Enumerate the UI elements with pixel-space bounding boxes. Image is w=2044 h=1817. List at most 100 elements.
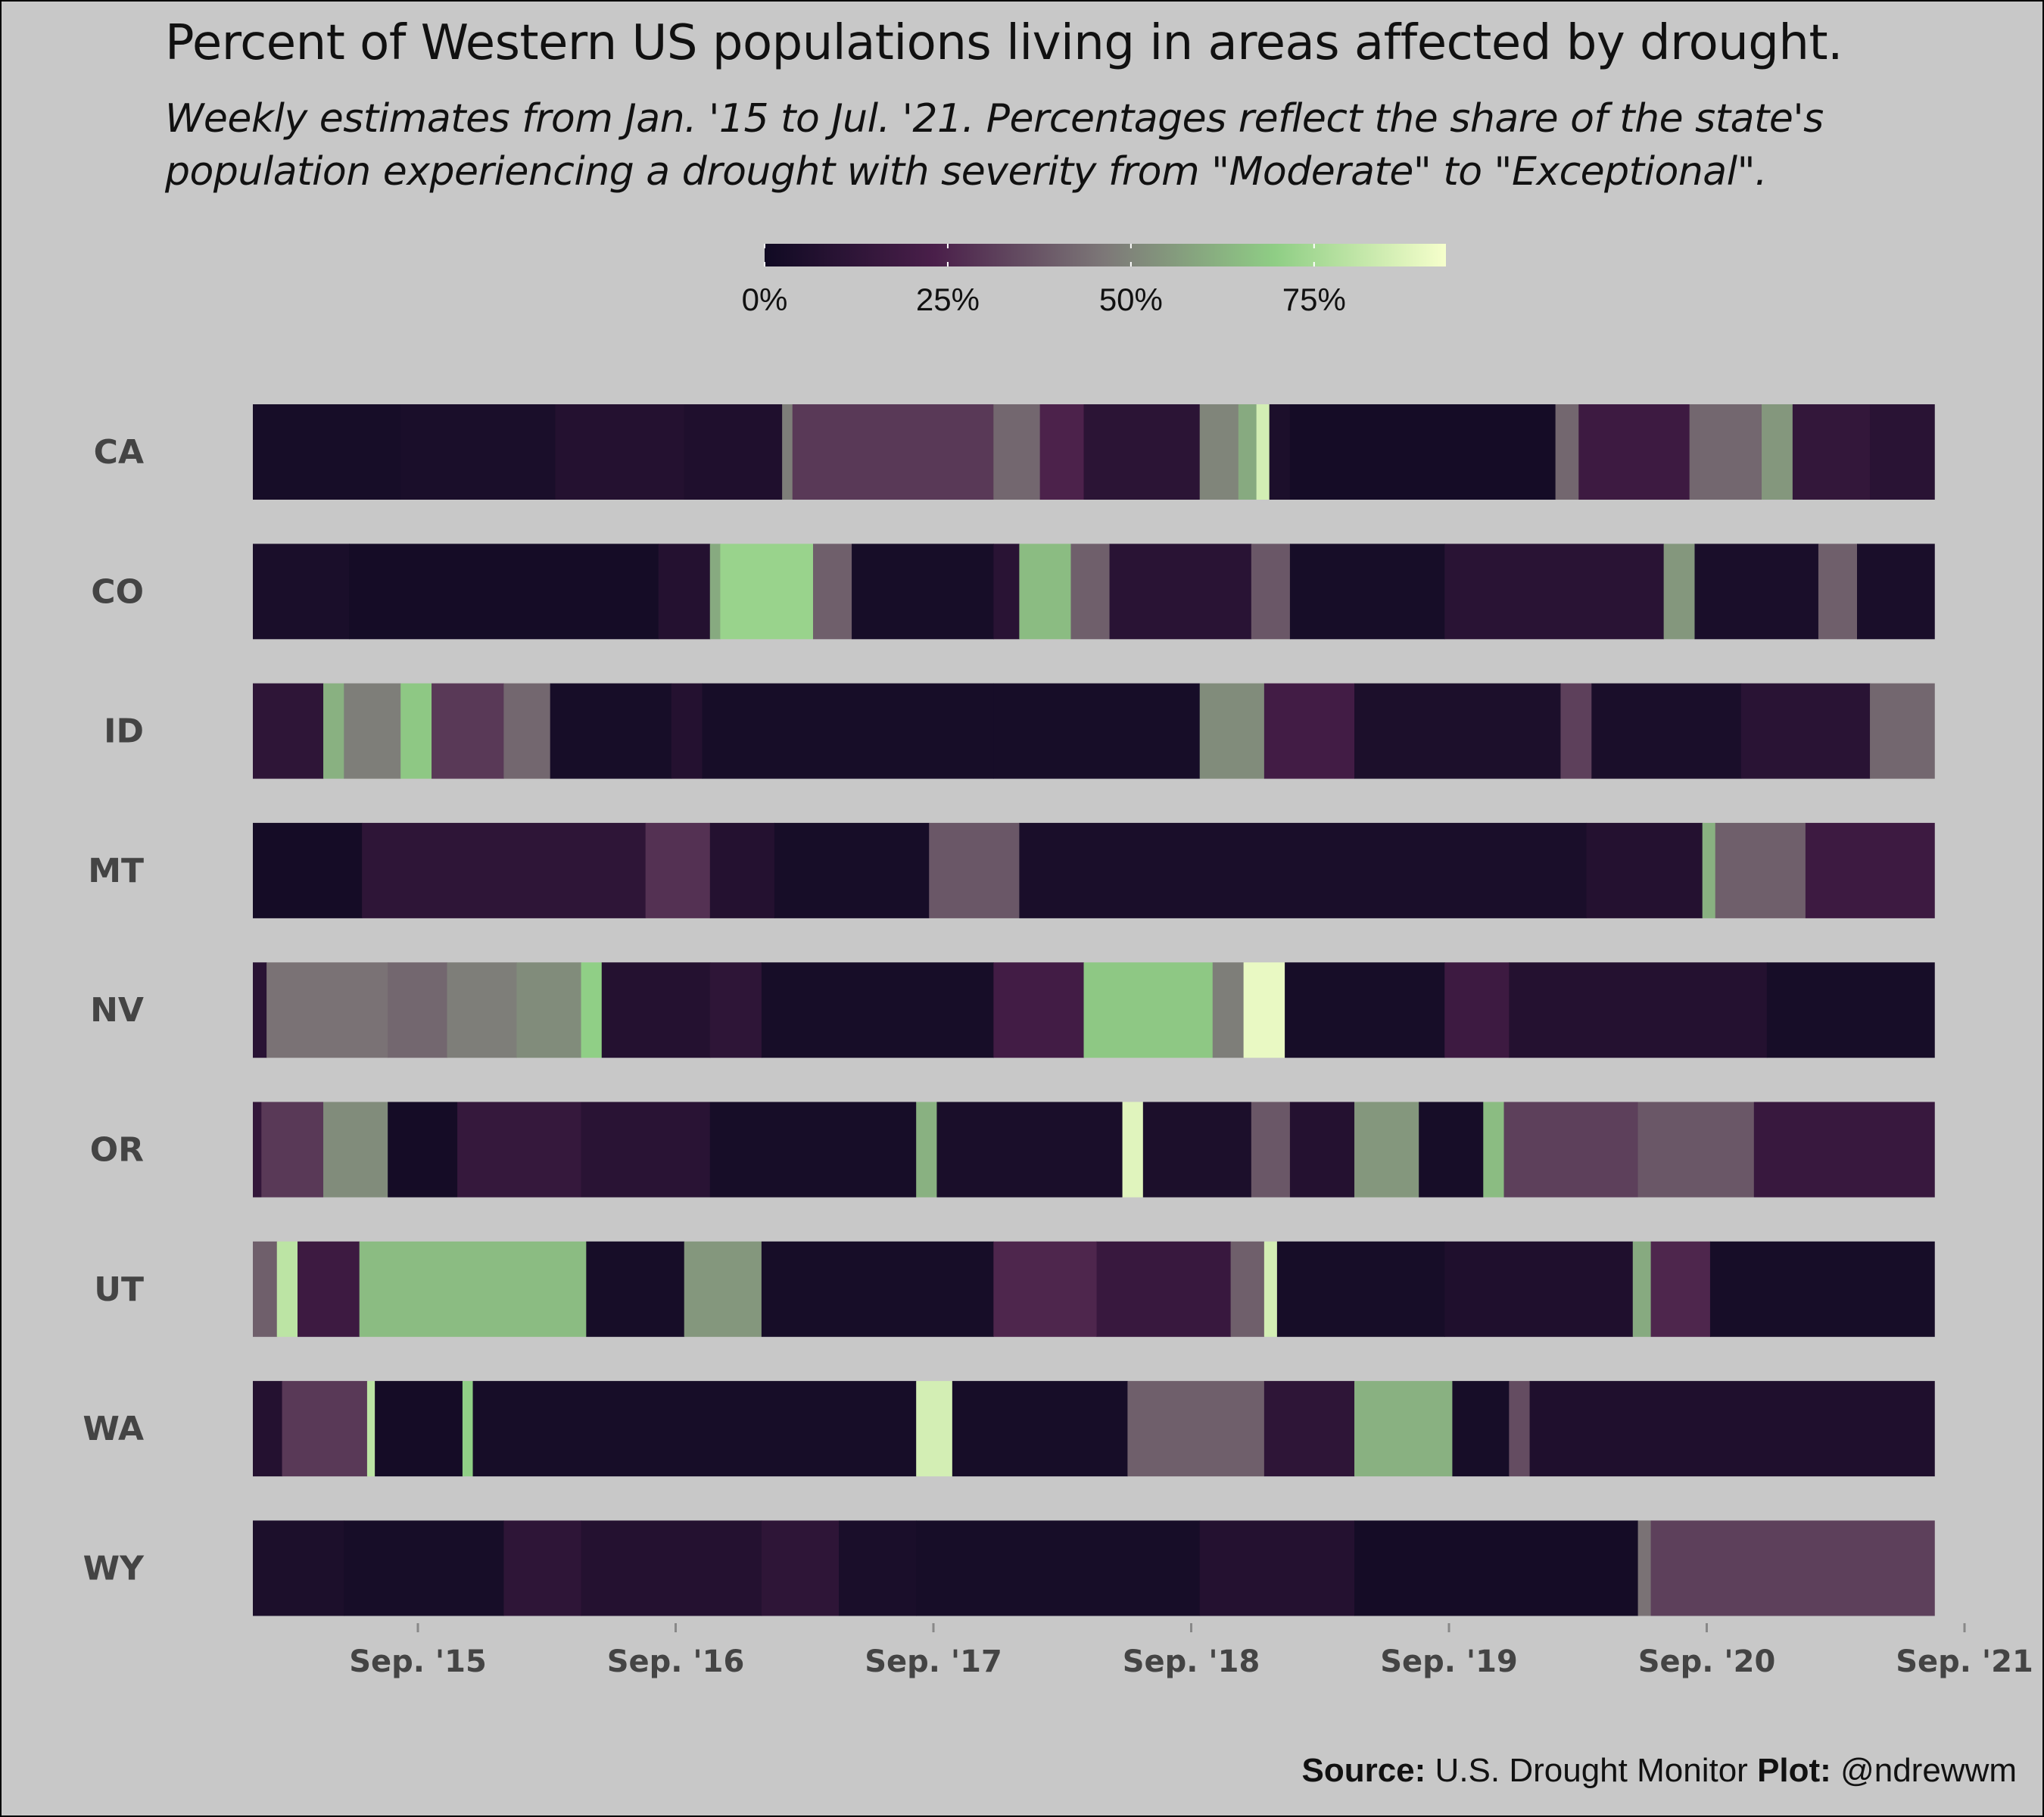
- heat-cell: [323, 683, 344, 779]
- heat-cell: [550, 683, 672, 779]
- heat-cell: [1019, 544, 1072, 640]
- heat-cell: [581, 1520, 762, 1616]
- heat-cell: [516, 962, 582, 1058]
- x-tick-label: Sep. '15: [349, 1644, 487, 1679]
- row-label: NV: [90, 991, 144, 1030]
- heat-cell: [1238, 404, 1257, 500]
- heat-cell: [1689, 404, 1762, 500]
- heat-cell: [1637, 1102, 1755, 1198]
- heat-cell: [349, 544, 659, 640]
- heat-cell: [709, 962, 762, 1058]
- row-co: CO: [91, 544, 1935, 640]
- heat-cell: [1753, 1102, 1935, 1198]
- heat-cell: [1251, 544, 1291, 640]
- heat-cell: [1127, 1381, 1265, 1477]
- heat-cell: [1650, 1520, 1935, 1616]
- heat-cell: [253, 962, 267, 1058]
- heat-cell: [1354, 1381, 1454, 1477]
- row-label: ID: [104, 712, 144, 751]
- heat-cell: [253, 1241, 278, 1337]
- heat-cell: [1199, 404, 1239, 500]
- heat-cell: [839, 1520, 917, 1616]
- heat-cell: [1083, 404, 1201, 500]
- heat-cell: [555, 404, 685, 500]
- heat-cell: [1269, 404, 1291, 500]
- heat-cell: [400, 404, 556, 500]
- heat-cell: [852, 544, 994, 640]
- heat-cell: [1444, 1241, 1634, 1337]
- heat-cell: [1142, 1102, 1252, 1198]
- heat-cell: [1109, 544, 1252, 640]
- plot-label: Plot:: [1757, 1752, 1831, 1789]
- x-tick-label: Sep. '19: [1380, 1644, 1518, 1679]
- heat-cell: [645, 822, 711, 918]
- heat-cell: [812, 544, 852, 640]
- heat-cell: [472, 1381, 917, 1477]
- heat-cell: [993, 404, 1041, 500]
- heat-cell: [462, 1381, 474, 1477]
- heat-cell: [323, 1102, 388, 1198]
- heat-cell: [366, 1381, 375, 1477]
- heat-cell: [601, 962, 711, 1058]
- heat-cell: [581, 962, 603, 1058]
- color-legend: 0% 25% 50% 75%: [742, 244, 1446, 317]
- heat-cell: [266, 962, 388, 1058]
- heat-cell: [993, 544, 1020, 640]
- heat-cell: [1354, 1520, 1639, 1616]
- heat-cell: [253, 1102, 262, 1198]
- row-mt: MT: [88, 822, 1935, 918]
- heat-cell: [1039, 404, 1085, 500]
- row-nv: NV: [90, 962, 1935, 1058]
- heat-cell: [1870, 683, 1935, 779]
- row-wa: WA: [83, 1381, 1935, 1477]
- heat-cell: [658, 544, 711, 640]
- heat-cell: [432, 683, 504, 779]
- row-label: WY: [83, 1549, 145, 1588]
- heat-cell: [261, 1102, 324, 1198]
- heat-cell: [1870, 404, 1935, 500]
- row-id: ID: [104, 683, 1935, 779]
- row-label: MT: [88, 852, 144, 890]
- x-tick-label: Sep. '16: [607, 1644, 745, 1679]
- plot-text: @ndrewwm: [1840, 1752, 2017, 1789]
- heat-cell: [1650, 1241, 1711, 1337]
- chart-subtitle: Weekly estimates from Jan. '15 to Jul. '…: [165, 92, 2012, 198]
- heat-cell: [1857, 544, 1935, 640]
- heat-cell: [709, 544, 721, 640]
- heat-cell: [1212, 962, 1245, 1058]
- heat-cell: [586, 1241, 685, 1337]
- legend-tick-label: 0%: [742, 282, 788, 317]
- heat-cell: [1709, 1241, 1935, 1337]
- heat-cell: [1694, 544, 1819, 640]
- heat-cell: [344, 1520, 504, 1616]
- heat-cell: [1444, 962, 1510, 1058]
- heat-cell: [1805, 822, 1935, 918]
- heat-cell: [388, 1102, 458, 1198]
- heat-cell: [774, 822, 930, 918]
- heat-cell: [1792, 404, 1871, 500]
- heat-cell: [1591, 683, 1742, 779]
- heat-cell: [916, 1381, 953, 1477]
- heat-cell: [1199, 683, 1265, 779]
- heat-cell: [1766, 962, 1935, 1058]
- heat-cell: [1354, 683, 1562, 779]
- heat-cell: [709, 1102, 917, 1198]
- heat-cell: [1509, 1381, 1531, 1477]
- heat-cell: [671, 683, 703, 779]
- heat-cell: [581, 1102, 711, 1198]
- heat-cell: [1637, 1520, 1652, 1616]
- heat-cell: [782, 404, 793, 500]
- heat-cell: [359, 1241, 587, 1337]
- heat-cell: [1289, 1102, 1355, 1198]
- heat-cell: [1070, 544, 1111, 640]
- heat-cell: [1702, 822, 1716, 918]
- heat-cell: [253, 1381, 283, 1477]
- row-ut: UT: [94, 1241, 1935, 1337]
- heat-cell: [1256, 404, 1270, 500]
- heat-cell: [253, 544, 350, 640]
- heatmap-rows: CA CO ID MT NV OR UT WA WY: [83, 404, 1935, 1616]
- heat-cell: [447, 962, 518, 1058]
- heat-cell: [1276, 1241, 1445, 1337]
- heat-cell: [1251, 1102, 1291, 1198]
- heat-cell: [1586, 822, 1703, 918]
